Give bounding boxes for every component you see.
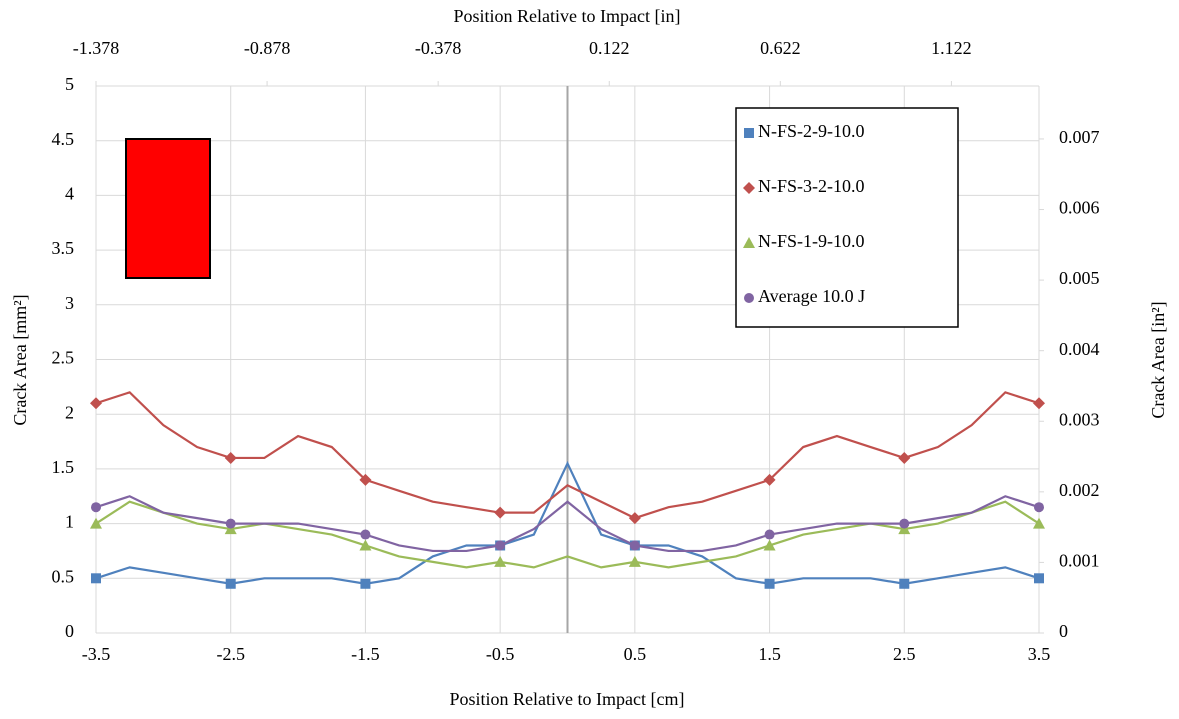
x2-tick-label: -1.378 [73, 38, 120, 58]
marker [90, 517, 102, 529]
series-line [95, 391, 1040, 520]
marker [91, 502, 101, 513]
specimen-image [125, 138, 211, 279]
y-tick-label: 4.5 [52, 129, 75, 149]
marker [628, 555, 641, 567]
y-tick-label: 2 [65, 402, 74, 422]
y2-tick-label: 0.005 [1059, 268, 1100, 288]
y-tick-label: 0 [65, 621, 74, 641]
marker [743, 237, 755, 248]
x-axis-title: Position Relative to Impact [cm] [450, 689, 685, 709]
legend-label: N-FS-2-9-10.0 [758, 121, 865, 141]
x-tick-label: 2.5 [893, 644, 916, 664]
x-tick-label: 3.5 [1028, 644, 1051, 664]
marker [743, 182, 755, 194]
y-tick-label: 1.5 [52, 457, 75, 477]
marker [629, 540, 640, 551]
marker [1034, 573, 1044, 584]
x-tick-label: -3.5 [82, 644, 111, 664]
x2-tick-label: 1.122 [931, 38, 972, 58]
marker [359, 539, 372, 551]
marker [359, 473, 372, 486]
y-tick-label: 2.5 [52, 348, 75, 368]
x2-tick-label: 0.622 [760, 38, 801, 58]
y2-tick-label: 0.004 [1059, 339, 1100, 359]
x-tick-label: -0.5 [486, 644, 515, 664]
y-axis-title: Crack Area [mm²] [10, 294, 30, 425]
marker [899, 518, 910, 529]
series-line [95, 500, 1040, 569]
series-line [95, 460, 1040, 585]
y2-tick-label: 0.007 [1059, 127, 1100, 147]
marker [899, 578, 910, 589]
marker [1033, 397, 1045, 410]
x2-tick-label: -0.878 [244, 38, 291, 58]
y-tick-label: 4 [65, 184, 74, 204]
marker [225, 578, 236, 589]
y2-tick-label: 0.002 [1059, 480, 1100, 500]
y2-tick-label: 0.001 [1059, 551, 1100, 571]
y-tick-label: 3 [65, 293, 74, 313]
series-line [95, 495, 1040, 553]
marker [225, 518, 236, 529]
x2-tick-label: -0.378 [415, 38, 462, 58]
x-tick-label: -2.5 [216, 644, 245, 664]
y-tick-label: 5 [65, 74, 74, 94]
legend-label: N-FS-1-9-10.0 [758, 231, 865, 251]
marker [764, 578, 775, 589]
marker [628, 512, 641, 525]
marker [360, 529, 371, 540]
marker [744, 293, 754, 303]
x-tick-label: 1.5 [758, 644, 781, 664]
marker [494, 555, 507, 567]
marker [91, 573, 101, 584]
legend-box [735, 107, 959, 328]
marker [898, 451, 911, 464]
y-tick-label: 1 [65, 512, 74, 532]
marker [1033, 517, 1045, 529]
marker [1034, 502, 1044, 513]
marker [494, 506, 507, 519]
marker [360, 578, 371, 589]
marker [763, 539, 776, 551]
y-tick-label: 0.5 [52, 566, 75, 586]
marker [495, 540, 506, 551]
y-tick-label: 3.5 [52, 238, 75, 258]
legend-label: Average 10.0 J [758, 286, 865, 306]
y2-tick-label: 0.006 [1059, 198, 1100, 218]
marker [763, 473, 776, 486]
x-tick-label: -1.5 [351, 644, 380, 664]
x2-tick-label: 0.122 [589, 38, 630, 58]
x2-axis-title: Position Relative to Impact [in] [454, 6, 681, 26]
y2-axis-title: Crack Area [in²] [1148, 301, 1168, 418]
marker [744, 128, 754, 138]
marker [224, 451, 237, 464]
legend-label: N-FS-3-2-10.0 [758, 176, 865, 196]
marker [90, 397, 102, 410]
marker [764, 529, 775, 540]
y2-tick-label: 0.003 [1059, 409, 1100, 429]
y2-tick-label: 0 [1059, 621, 1068, 641]
x-tick-label: 0.5 [624, 644, 647, 664]
